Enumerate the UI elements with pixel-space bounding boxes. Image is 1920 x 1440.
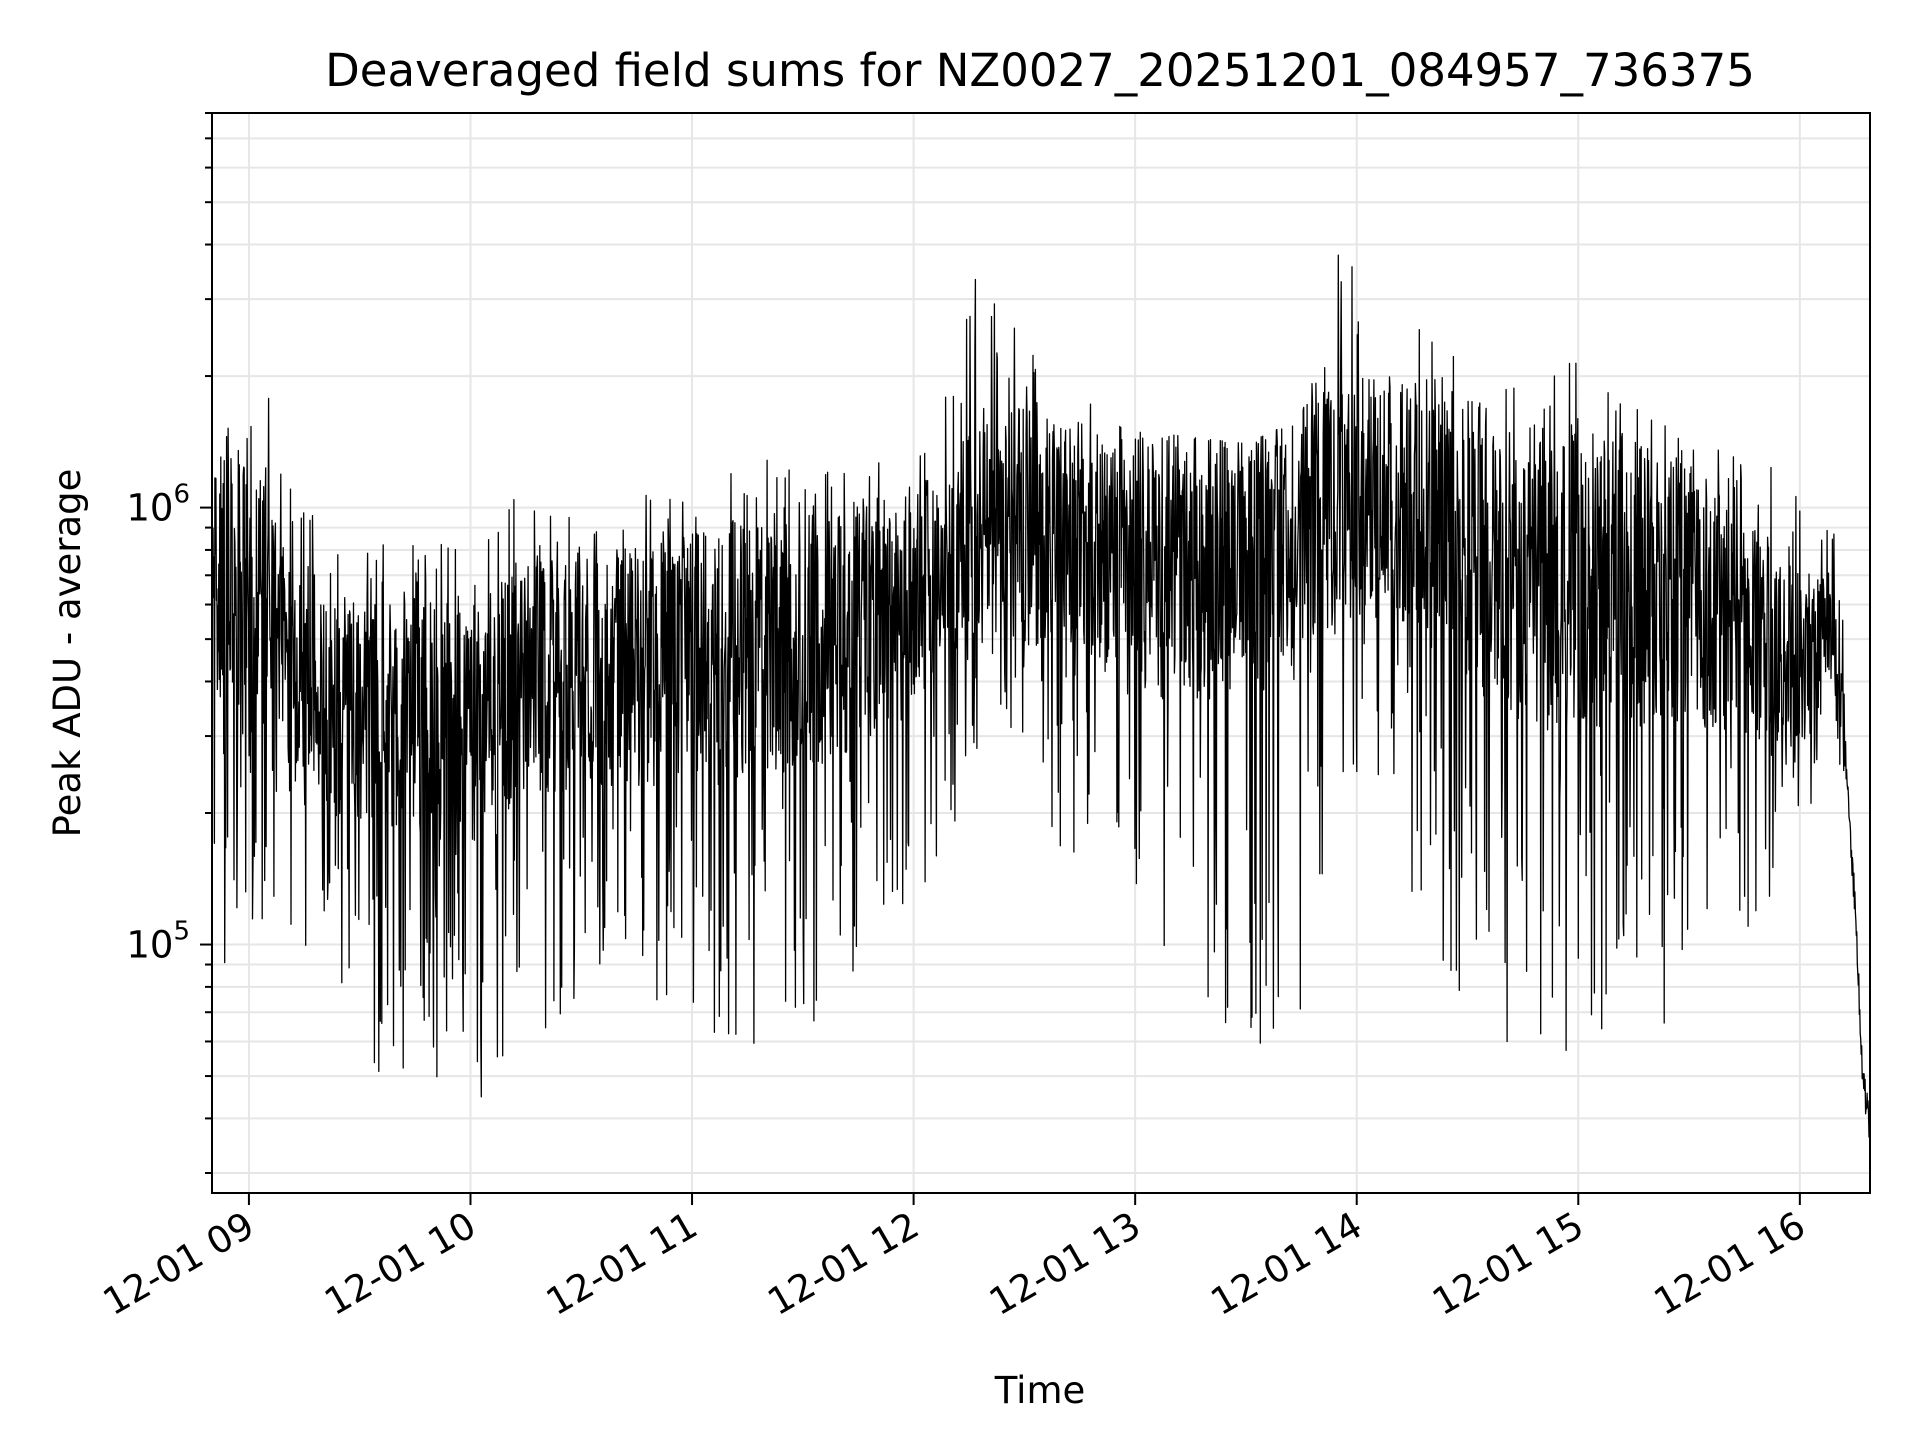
x-tick-label: 12-01 16 — [1647, 1204, 1813, 1324]
series-line — [211, 254, 1871, 1138]
x-tick-label: 12-01 13 — [982, 1204, 1148, 1324]
y-tick-label: 106 — [126, 480, 190, 530]
y-axis-label: Peak ADU - average — [46, 469, 89, 838]
chart-title: Deaveraged field sums for NZ0027_2025120… — [325, 44, 1755, 97]
y-tick-label: 105 — [126, 917, 190, 967]
y-tick-base: 10 — [126, 924, 173, 967]
x-tick-label: 12-01 12 — [761, 1204, 927, 1324]
x-tick-label: 12-01 10 — [317, 1204, 483, 1324]
plot-frame — [211, 112, 1871, 1194]
x-tick-label: 12-01 15 — [1425, 1204, 1591, 1324]
series-path — [211, 254, 1871, 1138]
x-axis: 12-01 09 12-01 10 12-01 11 12-01 12 12-01 13… — [96, 1193, 1812, 1324]
x-tick-label: 12-01 14 — [1204, 1204, 1370, 1324]
y-tick-exponent: 5 — [173, 917, 190, 947]
y-tick-exponent: 6 — [173, 480, 190, 510]
x-tick-label: 12-01 09 — [96, 1204, 262, 1324]
x-tick-label: 12-01 11 — [539, 1204, 705, 1324]
y-tick-base: 10 — [126, 487, 173, 530]
x-axis-label: Time — [994, 1369, 1086, 1412]
